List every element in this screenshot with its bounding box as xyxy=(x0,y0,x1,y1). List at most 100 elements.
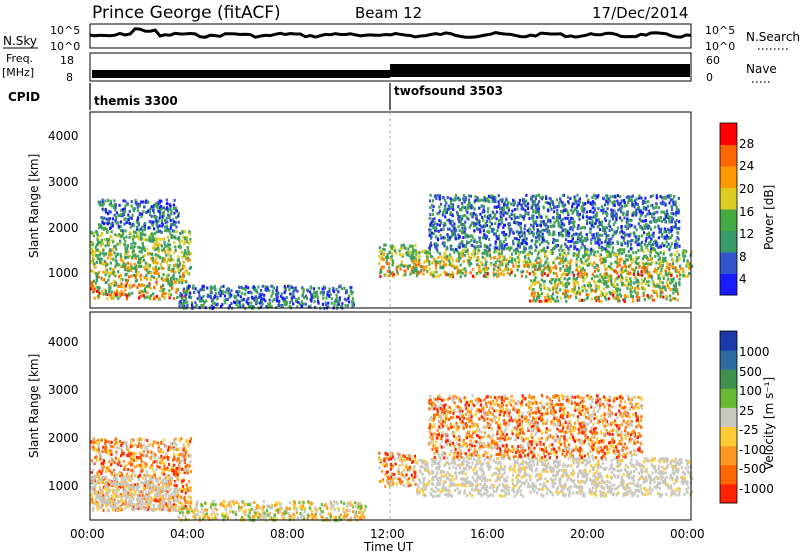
power-cell xyxy=(454,234,457,238)
power-cell xyxy=(130,216,133,220)
power-cell xyxy=(110,257,113,261)
power-cell xyxy=(457,225,460,229)
power-cell xyxy=(483,268,487,272)
power-cell xyxy=(259,305,262,309)
power-cell xyxy=(380,257,383,261)
power-cell xyxy=(117,296,120,300)
power-cell xyxy=(175,209,178,213)
velocity-cell xyxy=(121,451,124,455)
power-cell xyxy=(537,205,540,209)
power-cell xyxy=(521,242,524,245)
power-cell xyxy=(662,210,665,214)
power-cell xyxy=(610,291,613,295)
power-cell xyxy=(162,256,165,260)
power-cell xyxy=(97,289,100,293)
power-cell xyxy=(141,237,144,241)
power-cell xyxy=(104,273,107,277)
power-cell xyxy=(607,224,610,228)
power-cell xyxy=(607,279,610,283)
power-cell xyxy=(583,284,586,288)
velocity-cell xyxy=(167,448,170,452)
power-cell xyxy=(675,281,678,285)
power-cell xyxy=(569,240,572,243)
power-cell xyxy=(431,212,435,216)
power-cell xyxy=(107,217,110,221)
power-cell xyxy=(610,279,613,283)
power-cell xyxy=(155,294,159,298)
power-cell xyxy=(644,282,647,286)
power-cell xyxy=(636,298,639,302)
power-cell xyxy=(413,265,416,269)
power-cell xyxy=(601,275,604,279)
power-cell xyxy=(594,221,597,225)
power-cell xyxy=(128,222,131,225)
power-cell xyxy=(676,236,679,240)
power-cell xyxy=(654,219,657,223)
power-cell xyxy=(661,281,664,285)
velocity-cell xyxy=(184,504,187,508)
power-cell xyxy=(535,194,538,198)
power-cell xyxy=(493,250,496,254)
power-cell xyxy=(599,228,602,232)
power-cell xyxy=(497,194,500,198)
power-cell xyxy=(187,295,190,299)
power-cell xyxy=(568,222,571,226)
power-cell xyxy=(448,259,451,263)
power-cell xyxy=(475,258,478,262)
power-cell xyxy=(625,227,628,231)
power-cell xyxy=(467,255,471,259)
power-cell xyxy=(174,263,177,267)
power-cell xyxy=(487,246,490,250)
power-cell xyxy=(401,263,404,267)
power-cell xyxy=(114,274,117,278)
power-cell xyxy=(661,242,664,245)
power-cell xyxy=(321,302,324,306)
power-cell xyxy=(598,278,601,282)
velocity-cell xyxy=(168,468,171,472)
power-cell xyxy=(565,281,568,285)
velocity-cell xyxy=(160,461,163,465)
power-cell xyxy=(537,256,540,260)
power-cell xyxy=(430,221,433,225)
power-cell xyxy=(445,211,448,215)
power-cell xyxy=(614,260,617,264)
power-cell xyxy=(95,289,99,293)
power-cell xyxy=(605,280,608,284)
power-cell xyxy=(102,228,105,231)
power-cell xyxy=(432,232,436,236)
power-cell xyxy=(309,305,312,309)
velocity-cell xyxy=(106,498,109,502)
power-cell xyxy=(576,193,579,197)
power-cell xyxy=(128,254,132,258)
power-cell xyxy=(544,200,547,204)
power-cell xyxy=(414,249,417,253)
power-cell xyxy=(564,203,567,207)
power-cell xyxy=(165,260,168,264)
velocity-cell xyxy=(132,455,135,459)
noise-tick-low: 10^0 xyxy=(50,40,80,53)
velocity-cell xyxy=(171,469,174,473)
power-cell xyxy=(283,303,286,306)
power-cell xyxy=(448,227,451,231)
power-cell xyxy=(571,202,574,206)
power-cell xyxy=(423,249,426,253)
power-cell xyxy=(200,304,203,307)
power-cell xyxy=(613,203,616,207)
power-cell xyxy=(171,218,175,222)
velocity-cell xyxy=(98,477,102,481)
power-cell xyxy=(436,250,439,254)
power-cell xyxy=(571,228,574,232)
power-cell xyxy=(631,213,634,217)
power-cell xyxy=(340,287,344,291)
power-cell xyxy=(393,245,396,249)
power-cell xyxy=(186,287,189,291)
power-cell xyxy=(645,262,648,266)
power-cell xyxy=(593,250,596,254)
power-cell xyxy=(561,281,564,285)
power-cell xyxy=(648,272,651,276)
velocity-cell xyxy=(182,497,185,501)
power-cell xyxy=(590,241,593,245)
power-cell xyxy=(171,282,174,286)
power-cell xyxy=(464,243,467,247)
power-cell xyxy=(584,226,587,230)
